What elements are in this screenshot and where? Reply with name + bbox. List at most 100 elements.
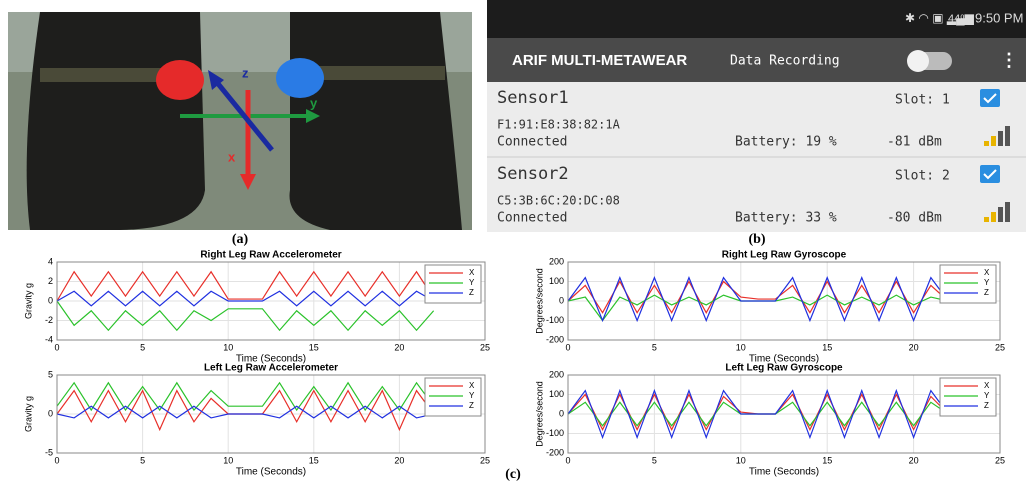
y-axis-label: Gravity g	[23, 396, 33, 432]
panel-label: (b)	[748, 232, 765, 247]
legend	[939, 377, 997, 417]
arrowhead	[240, 174, 256, 190]
legend	[424, 264, 482, 304]
mac-address: C5:3B:6C:20:DC:08	[497, 194, 620, 208]
legend-label: Z	[984, 288, 989, 297]
legend-label: Y	[469, 278, 475, 287]
x-tick-label: 20	[909, 342, 919, 352]
x-tick-label: 10	[736, 342, 746, 352]
rssi: -81 dBm	[887, 135, 942, 150]
x-tick-label: 15	[309, 342, 319, 352]
series-line	[567, 388, 949, 440]
legend-label: X	[469, 381, 475, 390]
y-tick-label: 0	[48, 295, 53, 305]
status-bar	[487, 0, 1026, 38]
battery-status: 44%	[948, 13, 970, 25]
legend-label: X	[984, 381, 990, 390]
photo: z y x	[8, 12, 472, 230]
x-tick-label: 5	[652, 455, 657, 465]
x-tick-label: 0	[565, 455, 570, 465]
left-foot	[26, 12, 205, 230]
axis-label: y	[310, 95, 318, 110]
x-tick-label: 25	[995, 455, 1005, 465]
x-tick-label: 10	[223, 455, 233, 465]
check	[983, 169, 997, 180]
x-tick-label: 20	[909, 455, 919, 465]
chart-title: Right Leg Raw Gyroscope	[722, 250, 847, 261]
rssi: -80 dBm	[887, 211, 942, 226]
x-tick-label: 10	[223, 342, 233, 352]
y-tick-label: 100	[549, 389, 564, 399]
frame	[567, 374, 1001, 454]
x-tick-label: 0	[54, 455, 59, 465]
signal-bar	[984, 141, 989, 146]
strap	[290, 66, 445, 80]
x-tick-label: 25	[480, 342, 490, 352]
x-tick-label: 5	[140, 455, 145, 465]
toggle-knob[interactable]	[907, 50, 929, 72]
y-tick-label: 0	[559, 295, 564, 305]
signal-bar	[991, 212, 996, 222]
panel-label: (c)	[505, 467, 521, 482]
y-axis-label: Degrees/second	[534, 268, 544, 334]
x-tick-label: 5	[140, 342, 145, 352]
y-tick-label: -100	[546, 315, 564, 325]
chart-title: Left Leg Raw Gyroscope	[725, 363, 843, 374]
legend-label: Y	[984, 391, 990, 400]
y-axis-label: Degrees/second	[534, 381, 544, 447]
legend-label: Y	[984, 278, 990, 287]
legend-label: Z	[469, 401, 474, 410]
y-tick-label: 2	[48, 276, 53, 286]
x-tick-label: 15	[822, 342, 832, 352]
frame	[567, 261, 1001, 341]
signal-bar	[998, 207, 1003, 222]
y-tick-label: 200	[549, 256, 564, 266]
x-axis-label: Time (Seconds)	[749, 354, 819, 365]
signal-bar	[1005, 202, 1010, 222]
recording-label: Data Recording	[730, 54, 840, 69]
connection-state: Connected	[497, 211, 567, 226]
app-screen: ✱ ◠ ▣ ▂▄▆ 44% 9:50 PM ARIF MULTI-METAWEA…	[487, 0, 1026, 232]
x-axis-label: Time (Seconds)	[236, 354, 306, 365]
z-arrow	[213, 78, 274, 152]
legend-label: X	[984, 268, 990, 277]
y-axis-label: Gravity g	[23, 283, 33, 319]
slot: Slot: 1	[895, 93, 950, 108]
checkbox[interactable]	[980, 165, 1000, 183]
checkbox[interactable]	[980, 89, 1000, 107]
sensor-name: Sensor1	[497, 88, 569, 108]
x-tick-label: 25	[480, 455, 490, 465]
y-tick-label: -200	[546, 447, 564, 457]
sensor-name: Sensor2	[497, 164, 569, 184]
y-tick-label: 100	[549, 276, 564, 286]
signal-bar	[984, 217, 989, 222]
legend	[424, 377, 482, 417]
check	[983, 93, 997, 104]
battery: Battery: 19 %	[735, 135, 837, 150]
legend-label: Z	[469, 288, 474, 297]
x-tick-label: 15	[822, 455, 832, 465]
series-line	[567, 275, 949, 323]
axis-label: z	[242, 65, 249, 80]
axis-label: x	[228, 149, 236, 164]
battery: Battery: 33 %	[735, 211, 837, 226]
y-tick-label: -200	[546, 334, 564, 344]
x-tick-label: 5	[652, 342, 657, 352]
legend	[939, 264, 997, 304]
y-tick-label: -5	[45, 447, 53, 457]
x-tick-label: 20	[394, 455, 404, 465]
y-tick-label: 5	[48, 369, 53, 379]
frame	[56, 261, 486, 341]
series-line	[56, 290, 434, 307]
legend-label: Y	[469, 391, 475, 400]
menu[interactable]: ⋮	[1000, 50, 1018, 70]
app-title: ARIF MULTI-METAWEAR	[512, 52, 687, 69]
slot: Slot: 2	[895, 169, 950, 184]
y-tick-label: -100	[546, 428, 564, 438]
x-axis-label: Time (Seconds)	[749, 467, 819, 478]
right-foot	[289, 12, 462, 230]
connection-state: Connected	[497, 135, 567, 150]
status-icons: ✱ ◠ ▣ ▂▄▆	[905, 11, 975, 26]
panel-label: (a)	[232, 232, 249, 247]
chart-title: Right Leg Raw Accelerometer	[200, 250, 341, 261]
